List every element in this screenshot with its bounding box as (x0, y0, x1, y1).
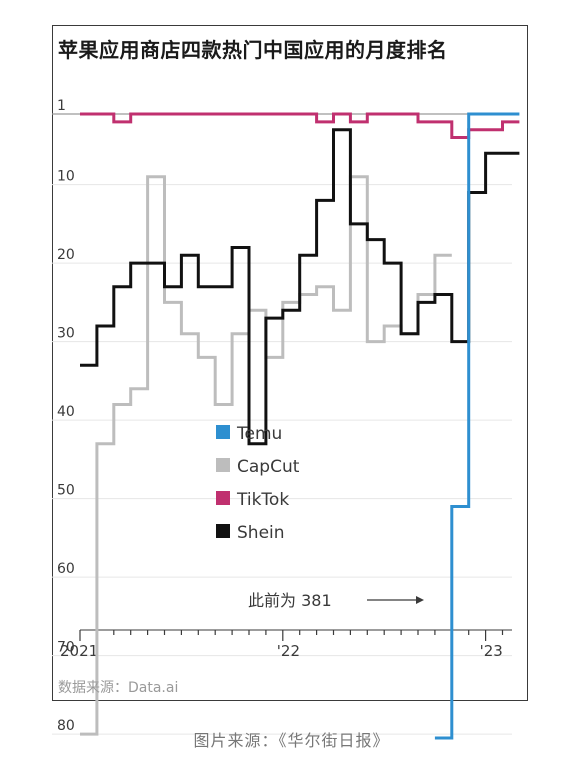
legend: Temu CapCut TikTok Shein (216, 424, 300, 543)
series-line-capcut (80, 175, 452, 736)
series-line-tiktok (80, 112, 520, 140)
x-tick-label: '22 (277, 642, 300, 660)
legend-label: Shein (237, 523, 285, 543)
x-tick-label: '23 (480, 642, 503, 660)
legend-swatch (216, 491, 230, 505)
y-tick-label: 80 (57, 718, 75, 734)
series-lines (80, 112, 520, 740)
y-tick-label: 10 (57, 169, 75, 185)
y-tick-label: 40 (57, 404, 75, 420)
annotation: 此前为 381 (248, 591, 424, 610)
y-tick-label: 60 (57, 561, 75, 577)
legend-label: CapCut (237, 457, 300, 477)
annotation-text: 此前为 381 (248, 591, 332, 610)
legend-swatch (216, 458, 230, 472)
image-caption: 图片来源：《华尔街日报》 (193, 731, 390, 750)
y-tick-label: 20 (57, 247, 75, 263)
data-source-note: 数据来源：Data.ai (58, 680, 179, 696)
chart-frame (52, 25, 528, 701)
chart-title: 苹果应用商店四款热门中国应用的月度排名 (58, 38, 448, 62)
y-axis-ticks: 1 10 20 30 40 50 60 70 80 (57, 98, 75, 734)
series-line-temu (434, 112, 520, 740)
x-tick-label: 2021 (60, 642, 98, 660)
y-tick-label: 70 (57, 640, 75, 656)
series-line-shein (80, 128, 520, 446)
legend-swatch (216, 425, 230, 439)
annotation-arrow-head (416, 596, 424, 604)
legend-swatch (216, 524, 230, 538)
y-tick-label: 50 (57, 483, 75, 499)
legend-label: TikTok (236, 490, 289, 510)
legend-label: Temu (236, 424, 282, 444)
y-tick-label: 30 (57, 326, 75, 342)
y-tick-label: 1 (57, 98, 66, 114)
x-axis: 2021 '22 '23 (60, 629, 512, 660)
